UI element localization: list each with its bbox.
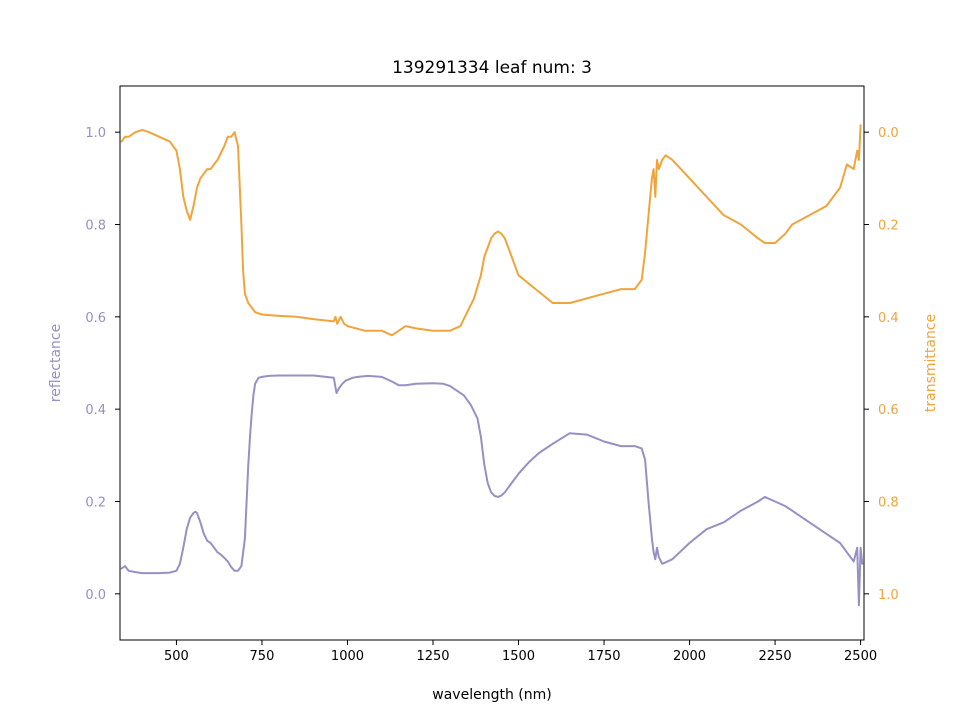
y-right-tick-label: 0.6: [878, 403, 899, 418]
y-axis-right-title: transmittance: [923, 314, 939, 412]
y-right-tick-label: 0.0: [878, 126, 899, 141]
x-tick-label: 1500: [502, 649, 535, 664]
y-right-tick-label: 1.0: [878, 588, 899, 603]
y-left-tick-label: 0.6: [85, 311, 106, 326]
y-axis-left-title: reflectance: [48, 324, 64, 402]
transmittance-line: [120, 124, 862, 337]
x-tick-label: 500: [164, 649, 189, 664]
y-left-tick-label: 0.4: [85, 403, 106, 418]
y-axis-left: 0.0 0.2 0.4 0.6 0.8 1.0: [85, 126, 120, 603]
y-right-tick-label: 0.2: [878, 219, 899, 234]
x-axis-title: wavelength (nm): [432, 687, 551, 703]
reflectance-line: [120, 374, 864, 607]
x-tick-label: 1750: [587, 649, 620, 664]
y-left-tick-label: 1.0: [85, 126, 106, 141]
y-right-tick-label: 0.4: [878, 311, 899, 326]
x-tick-label: 1250: [416, 649, 449, 664]
series-layer: [120, 124, 864, 607]
y-left-tick-label: 0.8: [85, 219, 106, 234]
x-tick-label: 2000: [673, 649, 706, 664]
y-left-tick-label: 0.0: [85, 588, 106, 603]
x-axis: 500 750 1000 1250 1500 1750 2000 2250 2500: [164, 640, 877, 664]
x-tick-label: 2500: [844, 649, 877, 664]
y-axis-right: 0.0 0.2 0.4 0.6 0.8 1.0: [864, 126, 899, 603]
chart-title: 139291334 leaf num: 3: [392, 58, 592, 78]
x-tick-label: 2250: [759, 649, 792, 664]
plot-frame: [119, 85, 865, 641]
y-right-tick-label: 0.8: [878, 496, 899, 511]
y-left-tick-label: 0.2: [85, 496, 106, 511]
x-tick-label: 1000: [331, 649, 364, 664]
x-tick-label: 750: [250, 649, 275, 664]
plot-area: [120, 124, 864, 607]
